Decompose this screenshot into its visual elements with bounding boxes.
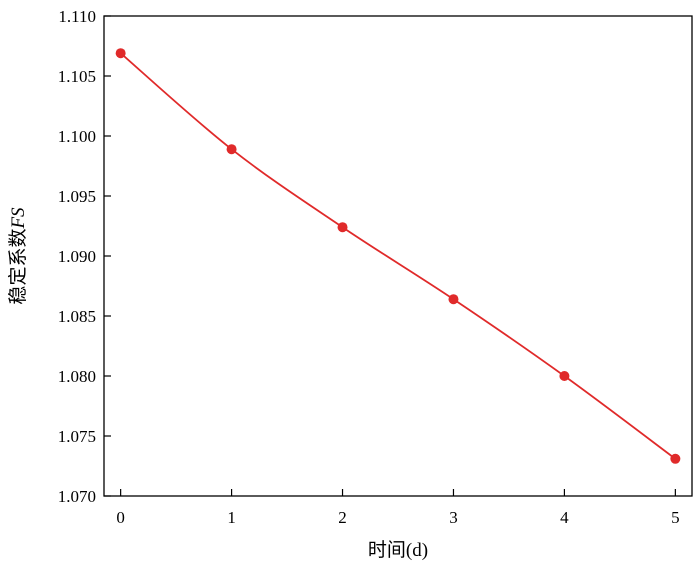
y-tick-label: 1.085 [58,307,96,326]
x-tick-label: 2 [338,508,347,527]
data-point [670,453,681,464]
plot-frame [103,15,693,497]
data-point [559,371,570,381]
y-axis-title-prefix: 稳定系数 [7,229,29,305]
y-tick-label: 1.090 [58,247,96,266]
data-point [226,144,237,155]
x-tick-label: 5 [671,508,680,527]
data-point [115,48,126,59]
y-tick-label: 1.100 [58,127,96,146]
series-line [120,52,676,460]
y-tick-label: 1.095 [58,187,96,206]
x-tick-label: 4 [560,508,569,527]
y-tick-label: 1.110 [58,7,96,26]
y-tick-label: 1.105 [58,67,96,86]
y-axis-title: 稳定系数FS [7,207,29,305]
data-point [448,294,459,305]
y-tick-label: 1.070 [58,487,96,506]
y-axis-title-symbol: FS [8,207,29,230]
x-axis-title: 时间(d) [368,539,428,561]
x-tick-label: 0 [116,508,125,527]
data-point [337,222,348,233]
y-tick-label: 1.075 [58,427,96,446]
x-tick-label: 3 [449,508,458,527]
y-tick-label: 1.080 [58,367,96,386]
x-tick-label: 1 [227,508,236,527]
ticks-layer: 0 1 2 3 4 5 1.070 1.075 1.080 1.085 1.090 1.095 1.10… [58,7,680,527]
series-layer [115,48,681,464]
